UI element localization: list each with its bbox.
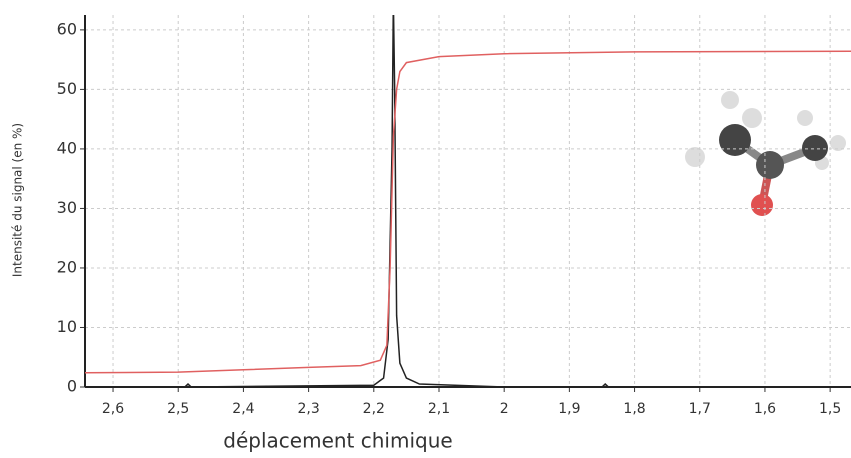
x-tick-label: 2,1 xyxy=(428,401,450,417)
x-tick-label: 1,5 xyxy=(819,401,841,417)
x-tick-label: 1,8 xyxy=(623,401,645,417)
chart: Intensité du signal (en %) déplacement c… xyxy=(0,0,851,458)
molecule xyxy=(685,91,846,216)
y-tick-label: 40 xyxy=(57,138,77,157)
y-tick-label: 60 xyxy=(57,19,77,38)
x-axis-label: déplacement chimique xyxy=(223,429,452,453)
y-tick-label: 50 xyxy=(57,79,77,98)
x-tick-label: 2,4 xyxy=(232,401,254,417)
y-tick-label: 20 xyxy=(57,257,77,276)
x-tick-label: 2,2 xyxy=(363,401,385,417)
plot-area xyxy=(85,0,851,387)
x-tick-label: 2,5 xyxy=(167,401,189,417)
y-tick-label: 30 xyxy=(57,198,77,217)
x-tick-label: 2,3 xyxy=(297,401,319,417)
x-tick-label: 1,6 xyxy=(754,401,776,417)
x-tick-label: 1,9 xyxy=(558,401,580,417)
y-axis-label: Intensité du signal (en %) xyxy=(11,123,25,277)
y-tick-label: 0 xyxy=(67,377,77,396)
x-tick-label: 2 xyxy=(500,401,509,417)
x-tick-label: 2,6 xyxy=(102,401,124,417)
y-tick-label: 10 xyxy=(57,317,77,336)
series-line xyxy=(85,0,851,387)
x-tick-label: 1,7 xyxy=(689,401,711,417)
